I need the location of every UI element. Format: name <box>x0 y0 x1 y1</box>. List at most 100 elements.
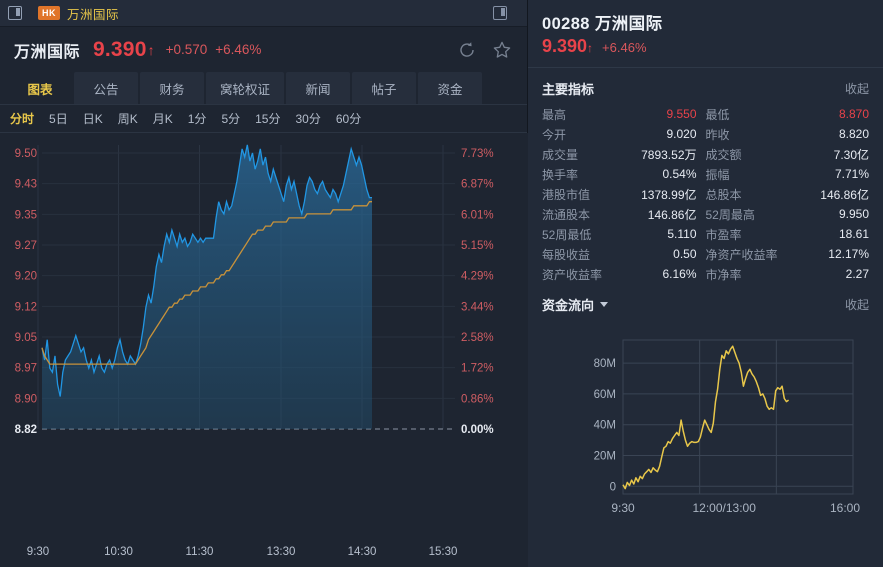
main-tab-bar: 图表 公告 财务 窝轮权证 新闻 帖子 资金 <box>0 72 527 105</box>
subtab-weekly-k[interactable]: 周K <box>117 112 138 126</box>
metric-row: 港股市值 1378.99亿 总股本 146.86亿 <box>542 184 869 204</box>
price-area-fill <box>42 144 372 429</box>
subtab-monthly-k[interactable]: 月K <box>152 112 173 126</box>
price-axis-tick-label: 9.05 <box>15 332 37 344</box>
price-axis-tick-label: 8.82 <box>15 424 37 436</box>
subtab-5min[interactable]: 5分 <box>221 112 241 126</box>
metric-label: 市净率 <box>705 267 742 282</box>
price-axis-tick-label: 8.90 <box>15 393 37 405</box>
right-panel-toggle-icon[interactable] <box>493 6 507 20</box>
metric-label: 52周最高 <box>705 207 755 222</box>
metric-cell: 成交量 7893.52万 <box>542 146 706 163</box>
metric-cell: 流通股本 146.86亿 <box>542 206 706 223</box>
flow-axis-tick-label: 0 <box>610 481 616 493</box>
tab-charts[interactable]: 图表 <box>8 72 72 104</box>
chevron-down-icon[interactable] <box>600 302 609 307</box>
flow-axis-tick-label: 80M <box>594 358 616 370</box>
metric-value: 9.020 <box>666 127 697 141</box>
percent-axis-tick-label: 4.29% <box>461 271 494 283</box>
browser-tab-title[interactable]: 万洲国际 <box>67 7 120 22</box>
flow-axis-tick-label: 60M <box>594 389 616 401</box>
price-axis-tick-label: 9.35 <box>15 209 37 221</box>
subtab-30min[interactable]: 30分 <box>295 112 321 126</box>
metric-label: 52周最低 <box>542 227 592 242</box>
percent-axis-tick-label: 6.87% <box>461 179 494 191</box>
key-indicators-table: 最高 9.550 最低 8.870 今开 9.020 昨收 8.820 成交量 7893.52万成… <box>528 104 883 284</box>
percent-axis-tick-label: 7.73% <box>461 148 494 160</box>
key-indicators-collapse-link[interactable]: 收起 <box>844 82 869 96</box>
metric-label: 港股市值 <box>542 187 591 202</box>
fund-flow-title: 资金流向 <box>542 298 595 313</box>
metric-cell: 振幅 7.71% <box>706 166 870 183</box>
tab-financials[interactable]: 财务 <box>140 72 204 104</box>
price-axis-tick-label: 9.20 <box>15 271 37 283</box>
subtab-daily-k[interactable]: 日K <box>82 112 103 126</box>
price-up-arrow-icon: ↑ <box>147 41 155 58</box>
price-axis-tick-label: 9.50 <box>15 148 37 160</box>
star-icon[interactable] <box>491 39 513 61</box>
percent-axis-tick-label: 3.44% <box>461 301 494 313</box>
metric-label: 今开 <box>542 127 567 142</box>
left-pane: HK 万洲国际 万洲国际 9.390 ↑ +0.570 +6.46% <box>0 0 528 567</box>
subtab-intraday[interactable]: 分时 <box>10 112 35 126</box>
subtab-5day[interactable]: 5日 <box>49 112 68 126</box>
metric-label: 昨收 <box>705 127 730 142</box>
subtab-15min[interactable]: 15分 <box>255 112 281 126</box>
metric-value: 1378.99亿 <box>641 187 697 202</box>
metric-cell: 52周最低 5.110 <box>542 226 706 243</box>
refresh-icon[interactable] <box>456 39 478 61</box>
intraday-chart-zone[interactable]: 9.50 7.73% 9.43 6.87% 9.35 6.01% 9.27 5.15% 9.20… <box>0 133 528 567</box>
subtab-60min[interactable]: 60分 <box>335 112 362 126</box>
metric-cell: 今开 9.020 <box>542 126 706 143</box>
fund-flow-chart[interactable]: 80M 60M 40M 20M 0 9:30 12:00/13:00 16:00 <box>528 322 883 537</box>
tab-news[interactable]: 新闻 <box>286 72 351 104</box>
subtab-1min[interactable]: 1分 <box>187 112 207 126</box>
fund-flow-collapse-link[interactable]: 收起 <box>844 298 869 312</box>
metric-cell: 52周最高 9.950 <box>706 206 870 223</box>
tab-announcements[interactable]: 公告 <box>74 72 138 104</box>
time-axis-tick-label: 13:30 <box>267 546 296 558</box>
price-axis-tick-label: 8.97 <box>15 363 37 375</box>
percent-axis-tick-label: 5.15% <box>461 240 494 252</box>
tab-warrants[interactable]: 窝轮权证 <box>206 72 285 104</box>
time-axis-tick-label: 9:30 <box>27 546 49 558</box>
stock-code-name: 00288 万洲国际 <box>542 15 663 33</box>
metric-label: 成交额 <box>705 147 742 162</box>
intraday-price-chart[interactable]: 9.50 7.73% 9.43 6.87% 9.35 6.01% 9.27 5.15% 9.20… <box>0 133 528 567</box>
sidebar-toggle-icon[interactable] <box>8 6 22 20</box>
metric-value: 6.16% <box>662 267 697 281</box>
divider <box>528 67 883 68</box>
metric-cell: 最高 9.550 <box>542 106 706 123</box>
price-axis-tick-label: 9.27 <box>15 240 37 252</box>
metric-cell: 换手率 0.54% <box>542 166 706 183</box>
quote-header: 万洲国际 9.390 ↑ +0.570 +6.46% <box>0 27 527 72</box>
price-line <box>41 144 372 397</box>
browser-tab-strip: HK 万洲国际 <box>0 0 527 27</box>
metric-value: 18.61 <box>838 227 869 241</box>
percent-axis-tick-label: 6.01% <box>461 209 494 221</box>
metric-label: 最低 <box>705 107 730 122</box>
fund-flow-header: 资金流向 收起 <box>528 284 883 320</box>
metric-value: 7.30亿 <box>833 147 869 162</box>
tab-posts[interactable]: 帖子 <box>352 72 417 104</box>
metric-value: 7893.52万 <box>641 147 697 162</box>
time-axis-tick-label: 11:30 <box>186 546 214 558</box>
tab-funds[interactable]: 资金 <box>418 72 483 104</box>
price-axis-tick-label: 9.12 <box>15 301 37 313</box>
metric-value: 2.27 <box>845 267 869 281</box>
metric-cell: 市盈率 18.61 <box>706 226 870 243</box>
metric-row: 今开 9.020 昨收 8.820 <box>542 124 869 144</box>
metric-label: 资产收益率 <box>542 267 603 282</box>
metric-value: 9.950 <box>838 207 869 221</box>
metric-cell: 总股本 146.86亿 <box>706 186 870 203</box>
metric-label: 流通股本 <box>542 207 591 222</box>
fund-flow-chart-wrap[interactable]: 80M 60M 40M 20M 0 9:30 12:00/13:00 16:00 <box>528 322 883 542</box>
metric-value: 0.54% <box>662 167 697 181</box>
key-indicators-header: 主要指标 收起 <box>528 68 883 104</box>
right-change-percent: +6.46% <box>602 40 647 55</box>
right-stock-price: 9.390 <box>542 36 588 56</box>
metric-row: 换手率 0.54% 振幅 7.71% <box>542 164 869 184</box>
price-change: +0.570 <box>165 42 208 57</box>
metric-cell: 成交额 7.30亿 <box>706 146 870 163</box>
